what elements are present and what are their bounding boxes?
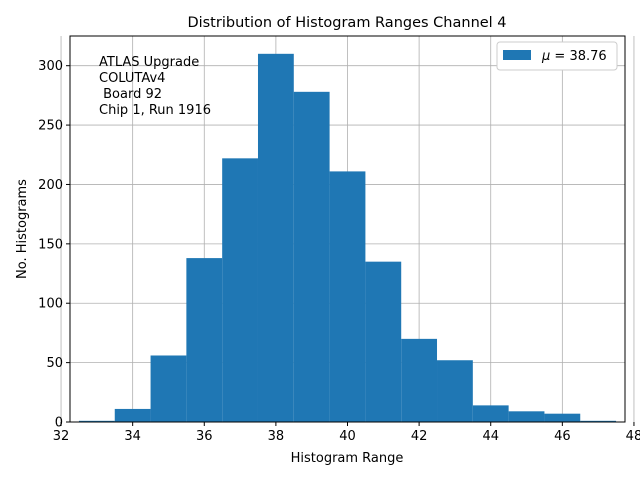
annotation-line-1: ATLAS Upgrade <box>99 55 199 70</box>
bars-group <box>78 53 617 423</box>
legend-swatch <box>503 50 531 60</box>
histogram-bar <box>437 360 473 422</box>
x-axis-label: Histogram Range <box>291 451 404 466</box>
histogram-bar <box>222 158 258 422</box>
annotation-line-3: Board 92 <box>99 87 162 102</box>
histogram-bar <box>472 405 509 422</box>
y-tick-label: 200 <box>38 178 63 193</box>
legend-label: μ = 38.76 <box>541 49 607 64</box>
annotation-line-2: COLUTAv4 <box>99 71 165 86</box>
x-tick-label: 44 <box>482 429 499 444</box>
histogram-bar <box>150 355 187 422</box>
histogram-bar <box>508 411 545 422</box>
y-tick-label: 300 <box>38 59 63 74</box>
histogram-bar <box>114 408 151 422</box>
histogram-bar <box>365 261 402 422</box>
legend: μ = 38.76 <box>496 41 618 71</box>
legend-mu-symbol: μ <box>541 49 550 64</box>
x-tick-label: 38 <box>268 429 285 444</box>
histogram-bar <box>580 420 617 422</box>
x-tick-label: 36 <box>196 429 213 444</box>
y-axis-ticks: 0 50 100 150 200 250 300 <box>38 59 70 431</box>
x-tick-label: 32 <box>53 429 70 444</box>
y-tick-label: 0 <box>55 416 63 431</box>
x-axis-ticks: 32 34 36 38 40 42 44 46 48 <box>53 422 640 444</box>
histogram-bar <box>257 53 294 423</box>
annotation-block: ATLAS Upgrade COLUTAv4 Board 92 Chip 1, … <box>99 55 211 118</box>
y-tick-label: 150 <box>38 237 63 252</box>
legend-mu-value: = 38.76 <box>550 49 606 64</box>
histogram-bar <box>329 171 366 422</box>
y-axis-label: No. Histograms <box>15 179 30 279</box>
histogram-bar <box>293 91 330 423</box>
histogram-bar <box>544 413 581 422</box>
x-tick-label: 46 <box>554 429 571 444</box>
x-tick-label: 34 <box>124 429 141 444</box>
plot-frame <box>69 35 626 423</box>
y-tick-label: 100 <box>38 297 63 312</box>
histogram-bar <box>78 420 115 422</box>
histogram-bar <box>401 338 438 422</box>
histogram-bar <box>186 258 223 422</box>
x-tick-label: 48 <box>626 429 640 444</box>
x-tick-label: 40 <box>339 429 356 444</box>
x-tick-label: 42 <box>411 429 428 444</box>
y-tick-label: 50 <box>46 356 63 371</box>
y-tick-label: 250 <box>38 119 63 134</box>
chart-title: Distribution of Histogram Ranges Channel… <box>187 15 506 31</box>
annotation-line-4: Chip 1, Run 1916 <box>99 103 211 118</box>
legend-box <box>496 41 618 71</box>
